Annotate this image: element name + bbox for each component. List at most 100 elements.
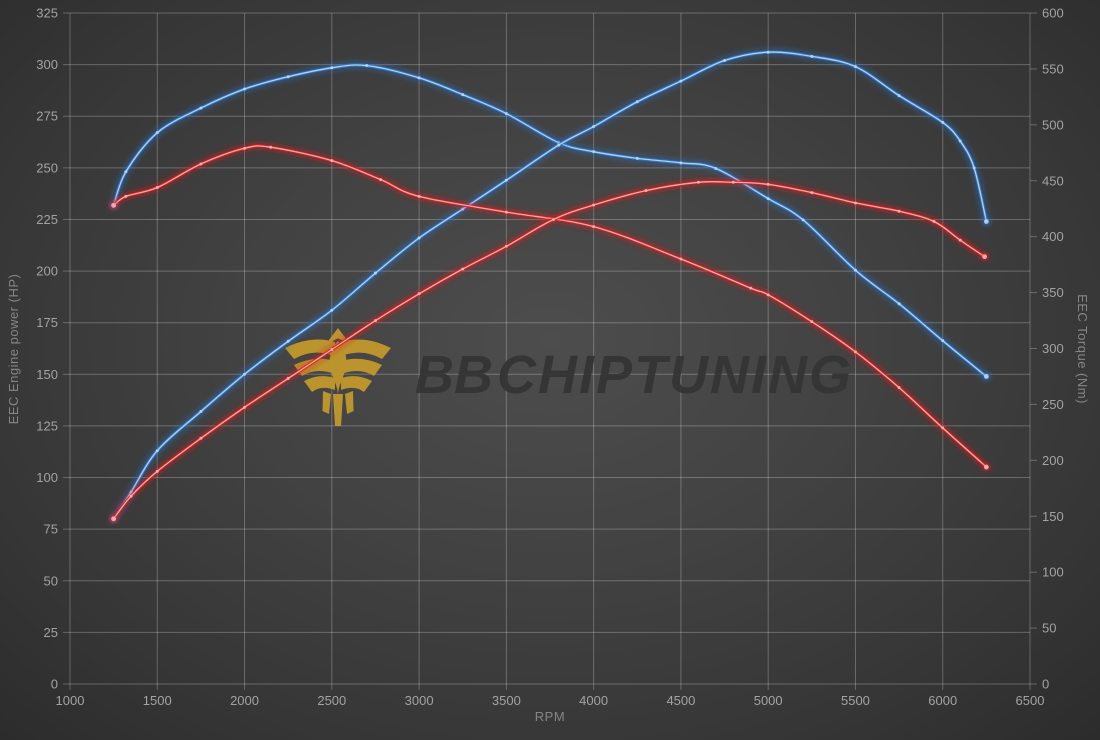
curve-power-red-point [810,191,814,195]
curve-power-red-point [243,405,247,409]
y-right-axis-title: EEC Torque (Nm) [1075,294,1090,404]
curve-torque-blue-point [124,170,128,174]
y-left-tick-label: 275 [36,109,58,124]
curve-torque-red-point [749,286,753,290]
curve-power-red-point [696,180,700,184]
x-axis-tick-label: 1000 [56,693,85,708]
curve-torque-red-point [155,185,159,189]
curve-power-red-point [286,376,290,380]
curve-torque-blue-point [635,156,639,160]
curve-torque-red-point [679,257,683,261]
curve-torque-blue-point [155,131,159,135]
curve-power-blue-point [679,79,683,83]
curve-power-blue-point [417,236,421,240]
x-axis-tick-label: 1500 [143,693,172,708]
y-left-tick-label: 150 [36,367,58,382]
watermark-brand-text: BBCHIPTUNING [415,345,853,405]
y-left-tick-label: 50 [44,573,58,588]
curve-torque-blue-point [199,106,203,110]
curve-power-blue-point [635,100,639,104]
curve-torque-red-point [766,293,770,297]
curve-torque-red-point [941,426,945,430]
y-right-tick-label: 600 [1042,6,1064,21]
curve-power-blue-point [810,54,814,58]
curve-power-red [109,177,990,524]
curve-power-red-point [373,319,377,323]
curve-torque-blue-point [592,150,596,154]
x-axis-tick-label: 2500 [317,693,346,708]
curve-torque-red-point [330,159,334,163]
y-right-tick-label: 550 [1042,61,1064,76]
curve-torque-blue-endpoint [983,374,989,379]
y-right-tick-label: 450 [1042,173,1064,188]
x-axis-tick-label: 5500 [841,693,870,708]
curve-power-red-point [731,180,735,184]
curve-power-red-point [958,238,962,242]
x-axis-tick-label: 3000 [405,693,434,708]
y-right-tick-label: 0 [1042,677,1049,692]
x-axis-tick-label: 6500 [1016,693,1045,708]
y-left-tick-label: 100 [36,470,58,485]
y-left-tick-label: 325 [36,6,58,21]
y-right-tick-label: 200 [1042,453,1064,468]
curve-torque-blue-point [330,66,334,70]
curve-power-blue-point [958,139,962,143]
curve-torque-blue-point [417,76,421,80]
curve-torque-red-point [269,145,273,149]
curve-power-red-point [417,292,421,296]
curve-power-blue-point [155,449,159,453]
curve-power-red-point [853,201,857,205]
curve-torque-red-point [592,225,596,229]
curve-torque-red-point [124,194,128,198]
y-left-tick-label: 125 [36,418,58,433]
curve-power-red-point [504,244,508,248]
curve-torque-red [109,141,991,472]
curve-torque-blue-point [461,93,465,97]
curve-power-red-point [461,267,465,271]
y-left-tick-label: 175 [36,315,58,330]
y-left-tick-label: 250 [36,160,58,175]
curve-power-red-point [330,348,334,352]
y-right-tick-label: 400 [1042,229,1064,244]
curve-torque-blue-core [112,64,988,378]
x-axis-tick-label: 4500 [666,693,695,708]
curve-torque-blue [109,60,991,381]
x-axis-tick-label: 3500 [492,693,521,708]
curve-power-red-point [199,436,203,440]
curve-torque-blue-point [714,166,718,170]
y-left-tick-label: 25 [44,625,58,640]
x-axis-title: RPM [535,709,565,724]
curve-torque-blue-point [286,75,290,79]
curve-torque-red-point [504,210,508,214]
curve-power-red-point [644,189,648,193]
curve-power-red-point [129,494,133,498]
curve-power-blue-point [557,143,561,147]
y-right-tick-label: 100 [1042,565,1064,580]
y-left-axis-title: EEC Engine power (HP) [6,274,21,425]
curve-torque-blue-point [941,339,945,343]
curve-power-blue-point [199,409,203,413]
curve-power-blue [109,47,991,524]
y-left-tick-label: 300 [36,57,58,72]
curve-torque-blue-point [504,112,508,116]
curve-torque-red-point [810,320,814,324]
curve-power-red-endpoint [982,254,988,260]
y-right-tick-label: 250 [1042,397,1064,412]
curve-power-red-point [897,209,901,213]
curve-power-red-point [551,217,555,221]
curve-power-blue-point [592,125,596,129]
curve-power-blue-point [723,58,727,62]
curve-torque-red-endpoint [983,464,989,470]
curve-torque-blue-point [766,197,770,201]
grid-lines [69,12,1031,685]
dyno-curves [109,47,991,524]
curve-power-red-point [592,203,596,207]
y-left-tick-label: 225 [36,212,58,227]
x-axis-tick-label: 4000 [579,693,608,708]
curve-torque-blue-point [897,302,901,306]
curve-torque-blue-point [679,161,683,165]
curve-power-blue-core [112,51,988,520]
x-axis-tick-label: 5000 [754,693,783,708]
